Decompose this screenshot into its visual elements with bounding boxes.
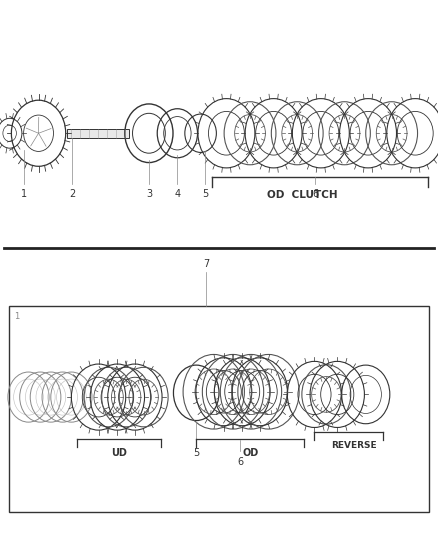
Text: 1: 1 [14, 312, 19, 320]
Text: UD: UD [111, 448, 127, 458]
Text: OD  CLUTCH: OD CLUTCH [267, 190, 338, 200]
Text: 7: 7 [203, 259, 209, 269]
Text: 6: 6 [237, 457, 243, 467]
Text: 3: 3 [146, 189, 152, 199]
Text: 1: 1 [21, 189, 27, 199]
Text: 5: 5 [193, 448, 199, 458]
Text: OD: OD [242, 448, 258, 458]
Bar [9, 306, 429, 512]
Text: 6: 6 [312, 189, 318, 199]
Bar [67, 128, 129, 138]
Text: REVERSE: REVERSE [331, 441, 377, 450]
Text: 2: 2 [69, 189, 75, 199]
Text: 4: 4 [174, 189, 180, 199]
Text: 5: 5 [202, 189, 208, 199]
